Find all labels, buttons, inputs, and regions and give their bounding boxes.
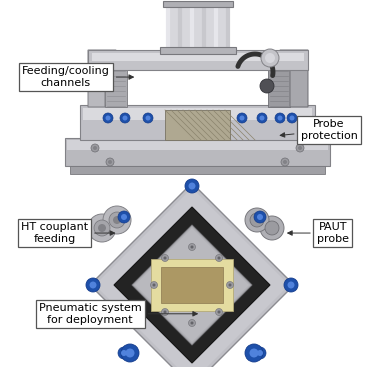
Circle shape xyxy=(164,257,167,259)
FancyBboxPatch shape xyxy=(160,47,236,54)
Circle shape xyxy=(254,347,266,359)
FancyBboxPatch shape xyxy=(88,50,308,70)
Text: PAUT
probe: PAUT probe xyxy=(288,222,349,244)
Circle shape xyxy=(121,344,139,362)
Circle shape xyxy=(118,347,130,359)
Circle shape xyxy=(229,283,232,287)
Circle shape xyxy=(275,113,285,123)
Circle shape xyxy=(254,211,266,223)
Circle shape xyxy=(215,254,223,262)
FancyBboxPatch shape xyxy=(268,62,290,107)
Circle shape xyxy=(257,113,267,123)
Polygon shape xyxy=(88,50,116,107)
Circle shape xyxy=(126,349,135,357)
Circle shape xyxy=(113,216,121,224)
FancyBboxPatch shape xyxy=(151,259,233,311)
Circle shape xyxy=(121,350,127,356)
Circle shape xyxy=(93,146,97,150)
Circle shape xyxy=(217,310,220,313)
Circle shape xyxy=(89,281,97,288)
FancyBboxPatch shape xyxy=(83,108,312,120)
Polygon shape xyxy=(95,188,289,367)
Text: HT couplant
feeding: HT couplant feeding xyxy=(21,222,115,244)
Circle shape xyxy=(240,116,244,120)
Circle shape xyxy=(162,254,168,262)
Circle shape xyxy=(217,257,220,259)
Circle shape xyxy=(150,281,158,288)
Circle shape xyxy=(88,214,116,242)
Circle shape xyxy=(250,349,259,357)
Circle shape xyxy=(188,320,196,327)
Circle shape xyxy=(103,206,131,234)
Circle shape xyxy=(261,49,279,67)
FancyBboxPatch shape xyxy=(163,1,233,7)
Circle shape xyxy=(226,281,233,288)
Circle shape xyxy=(94,220,110,236)
Circle shape xyxy=(120,113,130,123)
Circle shape xyxy=(260,216,284,240)
Circle shape xyxy=(162,309,168,316)
FancyBboxPatch shape xyxy=(80,105,315,140)
Circle shape xyxy=(284,278,298,292)
Circle shape xyxy=(283,160,287,164)
Polygon shape xyxy=(280,50,308,107)
Circle shape xyxy=(153,283,156,287)
FancyBboxPatch shape xyxy=(70,166,325,174)
Circle shape xyxy=(281,158,289,166)
Polygon shape xyxy=(114,207,270,363)
Circle shape xyxy=(265,53,275,63)
Circle shape xyxy=(265,221,279,235)
FancyBboxPatch shape xyxy=(65,138,330,166)
Circle shape xyxy=(86,278,100,292)
FancyBboxPatch shape xyxy=(167,4,229,51)
Circle shape xyxy=(250,213,264,227)
Circle shape xyxy=(106,158,114,166)
Circle shape xyxy=(215,309,223,316)
Circle shape xyxy=(296,144,304,152)
Circle shape xyxy=(277,116,282,120)
Circle shape xyxy=(237,113,247,123)
Circle shape xyxy=(143,113,153,123)
Circle shape xyxy=(288,281,294,288)
Circle shape xyxy=(123,116,127,120)
Circle shape xyxy=(146,116,150,120)
Circle shape xyxy=(106,116,111,120)
Circle shape xyxy=(185,179,199,193)
Circle shape xyxy=(260,79,274,93)
FancyBboxPatch shape xyxy=(165,110,230,140)
Circle shape xyxy=(257,214,263,220)
Circle shape xyxy=(287,113,297,123)
Circle shape xyxy=(245,208,269,232)
Text: Probe
protection: Probe protection xyxy=(280,120,358,141)
Polygon shape xyxy=(135,228,249,342)
Circle shape xyxy=(191,246,194,248)
FancyBboxPatch shape xyxy=(161,267,223,303)
Circle shape xyxy=(188,243,196,251)
Circle shape xyxy=(298,146,302,150)
Circle shape xyxy=(91,144,99,152)
Circle shape xyxy=(103,113,113,123)
Circle shape xyxy=(257,350,263,356)
Circle shape xyxy=(118,211,130,223)
Circle shape xyxy=(188,182,196,189)
Circle shape xyxy=(109,212,125,228)
Circle shape xyxy=(245,344,263,362)
Circle shape xyxy=(191,321,194,324)
Circle shape xyxy=(98,224,106,232)
Circle shape xyxy=(259,116,264,120)
Polygon shape xyxy=(90,183,294,367)
FancyBboxPatch shape xyxy=(67,140,328,150)
Polygon shape xyxy=(132,225,252,345)
FancyBboxPatch shape xyxy=(92,53,304,61)
FancyBboxPatch shape xyxy=(105,62,127,107)
Circle shape xyxy=(164,310,167,313)
Circle shape xyxy=(290,116,294,120)
Circle shape xyxy=(108,160,112,164)
Text: Feeding/cooling
channels: Feeding/cooling channels xyxy=(22,66,133,88)
Text: Pneumatic system
for deployment: Pneumatic system for deployment xyxy=(39,303,197,324)
Circle shape xyxy=(121,214,127,220)
